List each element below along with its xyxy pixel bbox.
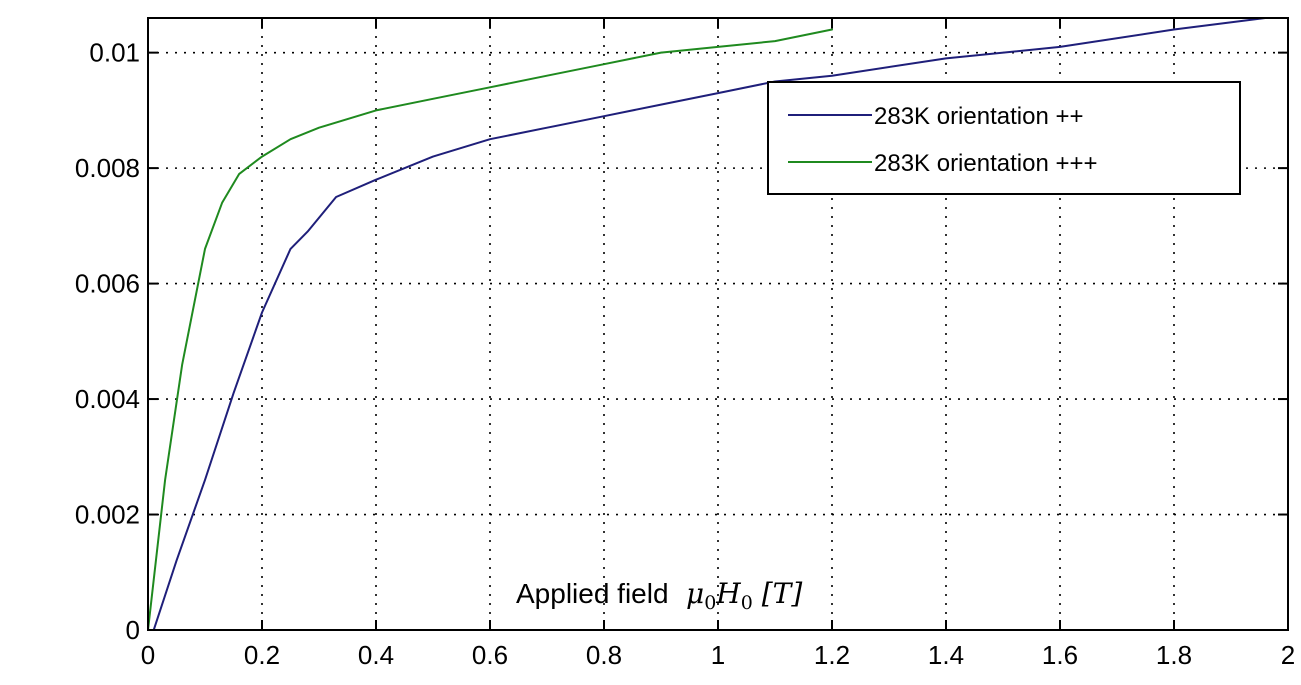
- x-tick-label: 1.4: [928, 640, 964, 670]
- grid-layer: [148, 18, 1288, 630]
- x-tick-label: 0.8: [586, 640, 622, 670]
- x-axis-label-math: μ0H0 [T]: [686, 577, 802, 614]
- series-line-2: [147, 28, 833, 631]
- x-tick-label: 2: [1281, 640, 1295, 670]
- x-tick-label: 1.6: [1042, 640, 1078, 670]
- tick-layer: 0 0.2 0.4 0.6 0.8 1 1.2 1.4 1.6 1.8 2 0 0.002 0.004 0.…: [75, 18, 1295, 670]
- legend-label-1: 283K orientation ++: [874, 103, 1084, 130]
- x-axis-label: Applied field: [516, 578, 669, 609]
- y-tick-label: 0.004: [75, 384, 140, 414]
- y-tick-label: 0.006: [75, 269, 140, 299]
- x-tick-label: 0.6: [472, 640, 508, 670]
- x-tick-label: 0.4: [358, 640, 394, 670]
- legend: 283K orientation ++ 283K orientation +++: [767, 81, 1241, 195]
- x-axis-label-group: Applied field μ0H0 [T]: [516, 577, 802, 614]
- y-tick-label: 0.002: [75, 500, 140, 530]
- x-tick-label: 1: [711, 640, 725, 670]
- x-tick-label: 1.8: [1156, 640, 1192, 670]
- x-tick-label: 1.2: [814, 640, 850, 670]
- legend-label-2: 283K orientation +++: [874, 150, 1098, 177]
- y-tick-label: 0.008: [75, 153, 140, 183]
- y-tick-label: 0: [126, 615, 140, 645]
- x-tick-label: 0: [141, 640, 155, 670]
- x-tick-label: 0.2: [244, 640, 280, 670]
- y-tick-label: 0.01: [89, 38, 140, 68]
- series-line-1: [152, 17, 1267, 631]
- legend-box: [767, 81, 1241, 195]
- series-layer: [147, 17, 1267, 631]
